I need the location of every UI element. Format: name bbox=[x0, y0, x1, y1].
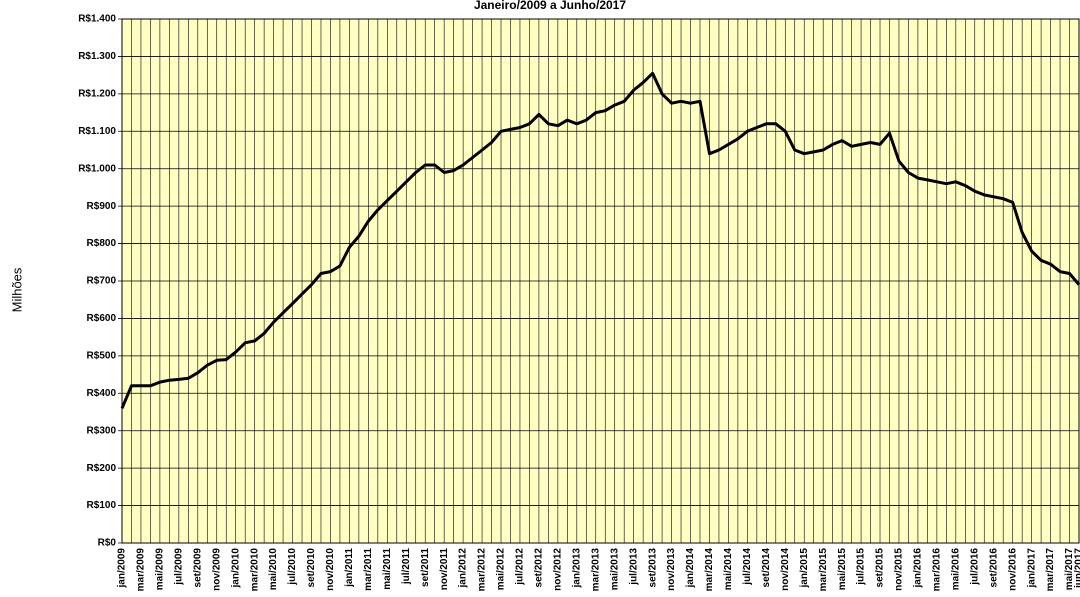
x-tick-label: jul/2009 bbox=[173, 548, 184, 586]
x-tick-label: nov/2009 bbox=[211, 548, 222, 591]
y-tick-label: R$1.100 bbox=[78, 126, 116, 137]
y-tick-label: R$700 bbox=[87, 276, 117, 287]
x-tick-label: jul/2013 bbox=[628, 548, 639, 586]
x-tick-label: nov/2016 bbox=[1007, 548, 1018, 591]
y-tick-label: R$1.400 bbox=[78, 14, 116, 25]
x-tick-label: mai/2009 bbox=[155, 548, 166, 591]
x-tick-label: nov/2013 bbox=[666, 548, 677, 591]
x-tick-label: mar/2009 bbox=[136, 548, 147, 592]
x-tick-label: jan/2013 bbox=[571, 548, 582, 589]
y-tick-label: R$300 bbox=[87, 425, 117, 436]
x-tick-label: set/2009 bbox=[192, 548, 203, 588]
x-tick-label: set/2012 bbox=[534, 548, 545, 588]
y-tick-label: R$100 bbox=[87, 500, 117, 511]
x-tick-label: jul/2016 bbox=[969, 548, 980, 586]
x-tick-label: mai/2017 bbox=[1064, 548, 1075, 591]
x-tick-label: jan/2015 bbox=[799, 548, 810, 589]
x-tick-label: jan/2011 bbox=[344, 548, 355, 588]
x-tick-label: mar/2012 bbox=[477, 548, 488, 592]
y-tick-label: R$1.200 bbox=[78, 88, 116, 99]
y-axis-label: Milhões bbox=[9, 267, 24, 312]
x-tick-label: mai/2014 bbox=[723, 548, 734, 591]
x-tick-label: jan/2009 bbox=[117, 548, 128, 589]
x-tick-label: nov/2012 bbox=[553, 548, 564, 591]
x-tick-label: set/2016 bbox=[988, 548, 999, 588]
y-tick-label: R$1.000 bbox=[78, 163, 116, 174]
x-tick-label: mar/2013 bbox=[590, 548, 601, 592]
chart-title: Janeiro/2009 a Junho/2017 bbox=[474, 0, 626, 12]
x-tick-label: mar/2016 bbox=[932, 548, 943, 592]
y-tick-label: R$1.300 bbox=[78, 51, 116, 62]
x-tick-label: set/2010 bbox=[306, 548, 317, 588]
x-tick-label: mai/2013 bbox=[609, 548, 620, 591]
x-tick-label: mar/2011 bbox=[363, 548, 374, 591]
x-tick-label: nov/2015 bbox=[894, 548, 905, 591]
x-tick-label: set/2015 bbox=[875, 548, 886, 588]
x-tick-label: mai/2015 bbox=[837, 548, 848, 591]
x-tick-label: set/2011 bbox=[420, 548, 431, 587]
y-tick-label: R$800 bbox=[87, 238, 117, 249]
x-tick-label: jul/2011 bbox=[401, 548, 412, 586]
x-tick-label: jan/2012 bbox=[458, 548, 469, 589]
x-tick-label: mai/2016 bbox=[950, 548, 961, 591]
x-tick-label: jul/2010 bbox=[287, 548, 298, 586]
x-tick-label: nov/2014 bbox=[780, 548, 791, 591]
x-tick-label: mai/2011 bbox=[382, 548, 393, 590]
x-tick-label: nov/2010 bbox=[325, 548, 336, 591]
x-tick-label: mar/2014 bbox=[704, 548, 715, 592]
x-tick-label: jan/2017 bbox=[1026, 548, 1037, 589]
x-tick-label: mai/2012 bbox=[496, 548, 507, 591]
x-tick-label: jul/2015 bbox=[856, 548, 867, 586]
x-tick-label: set/2013 bbox=[647, 548, 658, 588]
y-tick-label: R$0 bbox=[98, 538, 117, 549]
x-tick-label: jan/2014 bbox=[685, 548, 696, 589]
y-tick-label: R$600 bbox=[87, 313, 117, 324]
x-tick-label: mai/2010 bbox=[268, 548, 279, 591]
y-tick-label: R$900 bbox=[87, 201, 117, 212]
x-tick-label: jun/2017 bbox=[1074, 548, 1080, 589]
x-tick-label: jul/2012 bbox=[515, 548, 526, 586]
x-tick-label: jan/2016 bbox=[913, 548, 924, 589]
x-tick-label: mar/2010 bbox=[249, 548, 260, 592]
x-tick-label: mar/2015 bbox=[818, 548, 829, 592]
data-line bbox=[120, 71, 1080, 409]
x-tick-label: nov/2011 bbox=[439, 548, 450, 591]
y-tick-label: R$500 bbox=[87, 350, 117, 361]
x-tick-label: jul/2014 bbox=[742, 548, 753, 586]
y-tick-label: R$400 bbox=[87, 388, 117, 399]
x-tick-label: jan/2010 bbox=[230, 548, 241, 589]
x-tick-label: set/2014 bbox=[761, 548, 772, 588]
x-tick-label: mar/2017 bbox=[1045, 548, 1056, 592]
y-tick-label: R$200 bbox=[87, 463, 117, 474]
